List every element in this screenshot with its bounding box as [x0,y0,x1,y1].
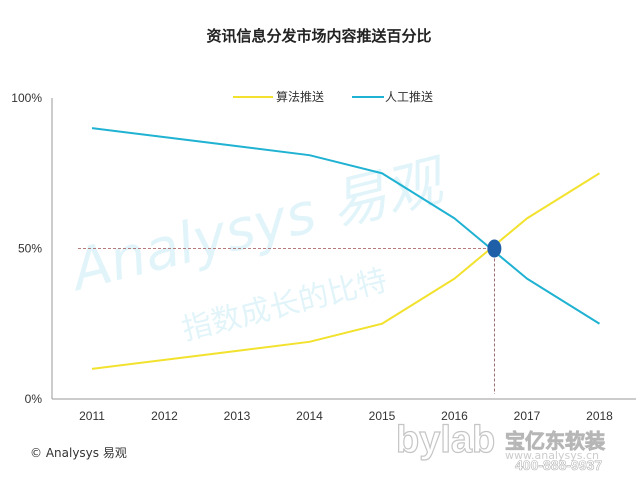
x-tick-label: 2011 [79,409,105,423]
corner-logo: bylab 宝亿东软装 400-888-9937 [395,418,605,473]
logo-text: bylab [396,419,495,461]
y-tick-label: 0% [25,392,43,406]
series-line-manual [91,127,601,325]
logo-text-cn: 宝亿东软装 [505,429,605,453]
source-credit: © Analysys 易观 [30,446,127,460]
x-tick-label: 2015 [369,409,396,423]
legend: 算法推送 人工推送 [233,89,433,104]
x-tick-label: 2012 [151,409,178,423]
series [91,127,601,370]
legend-label-algorithm: 算法推送 [276,89,324,104]
y-tick-label: 50% [18,242,42,256]
x-tick-label: 2018 [586,409,613,423]
series-line-algorithm [91,172,601,370]
x-tick-label: 2013 [224,409,251,423]
y-tick-label: 100% [11,91,42,105]
logo-phone: 400-888-9937 [515,457,602,473]
x-ticks: 2011 2012 2013 2014 2015 2016 2017 2018 [79,409,613,423]
x-tick-label: 2017 [514,409,541,423]
watermark-slogan: 指数成长的比特 [178,263,390,348]
watermark-brand: Analysys 易观 [63,148,454,305]
y-ticks: 0% 50% 100% [11,91,42,406]
legend-label-manual: 人工推送 [385,89,433,104]
watermark-site: www.analysys.cn [505,449,599,462]
x-tick-label: 2014 [296,409,323,423]
x-tick-label: 2016 [441,409,468,423]
watermark: Analysys 易观 指数成长的比特 [63,148,454,348]
chart-title: 资讯信息分发市场内容推送百分比 [206,27,431,45]
intersection-marker [487,239,502,258]
